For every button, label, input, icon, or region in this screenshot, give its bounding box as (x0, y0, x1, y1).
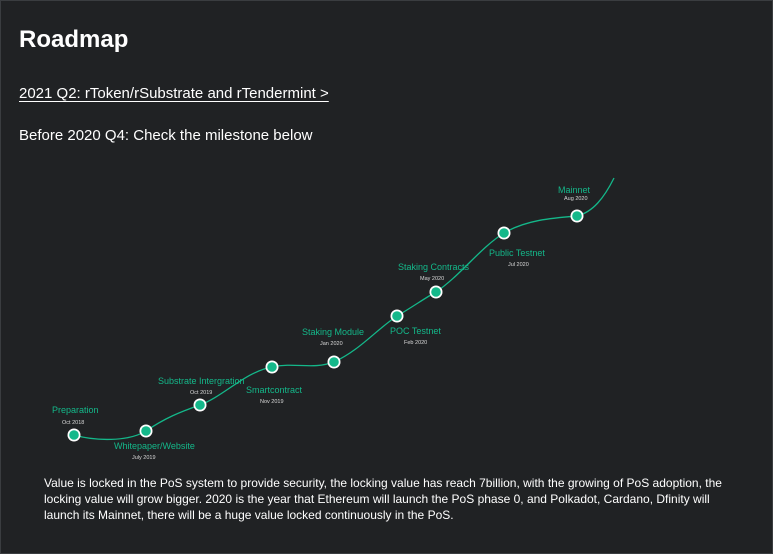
roadmap-description: Value is locked in the PoS system to pro… (44, 476, 722, 522)
q2-roadmap-link[interactable]: 2021 Q2: rToken/rSubstrate and rTendermi… (19, 85, 329, 102)
milestone-poc-testnet: POC Testnet Feb 2020 (390, 309, 441, 346)
milestone-marker-dot (195, 400, 205, 410)
milestone-preparation: Preparation Oct 2018 (52, 405, 99, 442)
milestone-date: May 2020 (420, 276, 444, 282)
milestone-marker-dot (141, 426, 151, 436)
milestone-date: Oct 2019 (190, 390, 212, 396)
milestone-name: Staking Contracts (398, 262, 470, 272)
milestone-subheading: Before 2020 Q4: Check the milestone belo… (19, 127, 313, 144)
milestone-date: Jul 2020 (508, 262, 529, 268)
milestone-substrate-intergration: Substrate Intergration Oct 2019 (158, 376, 245, 412)
milestone-name: Smartcontract (246, 385, 303, 395)
milestone-staking-contracts: Staking Contracts May 2020 (398, 262, 470, 299)
page-title: Roadmap (19, 26, 129, 53)
milestone-date: Oct 2018 (62, 420, 84, 426)
milestone-name: Whitepaper/Website (114, 441, 195, 451)
milestone-name: Staking Module (302, 327, 364, 337)
milestone-date: Jan 2020 (320, 341, 343, 347)
milestone-marker-dot (572, 211, 582, 221)
milestone-marker-dot (69, 430, 79, 440)
milestone-marker-dot (267, 362, 277, 372)
milestone-name: Mainnet (558, 185, 591, 195)
milestone-date: Aug 2020 (564, 196, 588, 202)
milestone-whitepaper-website: Whitepaper/Website July 2019 (114, 424, 195, 461)
milestone-name: Substrate Intergration (158, 376, 245, 386)
milestone-public-testnet: Public Testnet Jul 2020 (489, 226, 545, 268)
milestone-date: July 2019 (132, 455, 156, 461)
milestone-name: POC Testnet (390, 326, 441, 336)
milestone-name: Preparation (52, 405, 99, 415)
timeline-curve (73, 177, 615, 441)
milestone-marker-dot (392, 311, 402, 321)
milestone-date: Feb 2020 (404, 340, 427, 346)
milestone-staking-module: Staking Module Jan 2020 (302, 327, 364, 369)
milestone-marker-dot (431, 287, 441, 297)
milestone-marker-dot (499, 228, 509, 238)
milestone-name: Public Testnet (489, 248, 545, 258)
milestone-date: Nov 2019 (260, 399, 284, 405)
milestone-marker-dot (329, 357, 339, 367)
milestone-smartcontract: Smartcontract Nov 2019 (246, 360, 303, 405)
